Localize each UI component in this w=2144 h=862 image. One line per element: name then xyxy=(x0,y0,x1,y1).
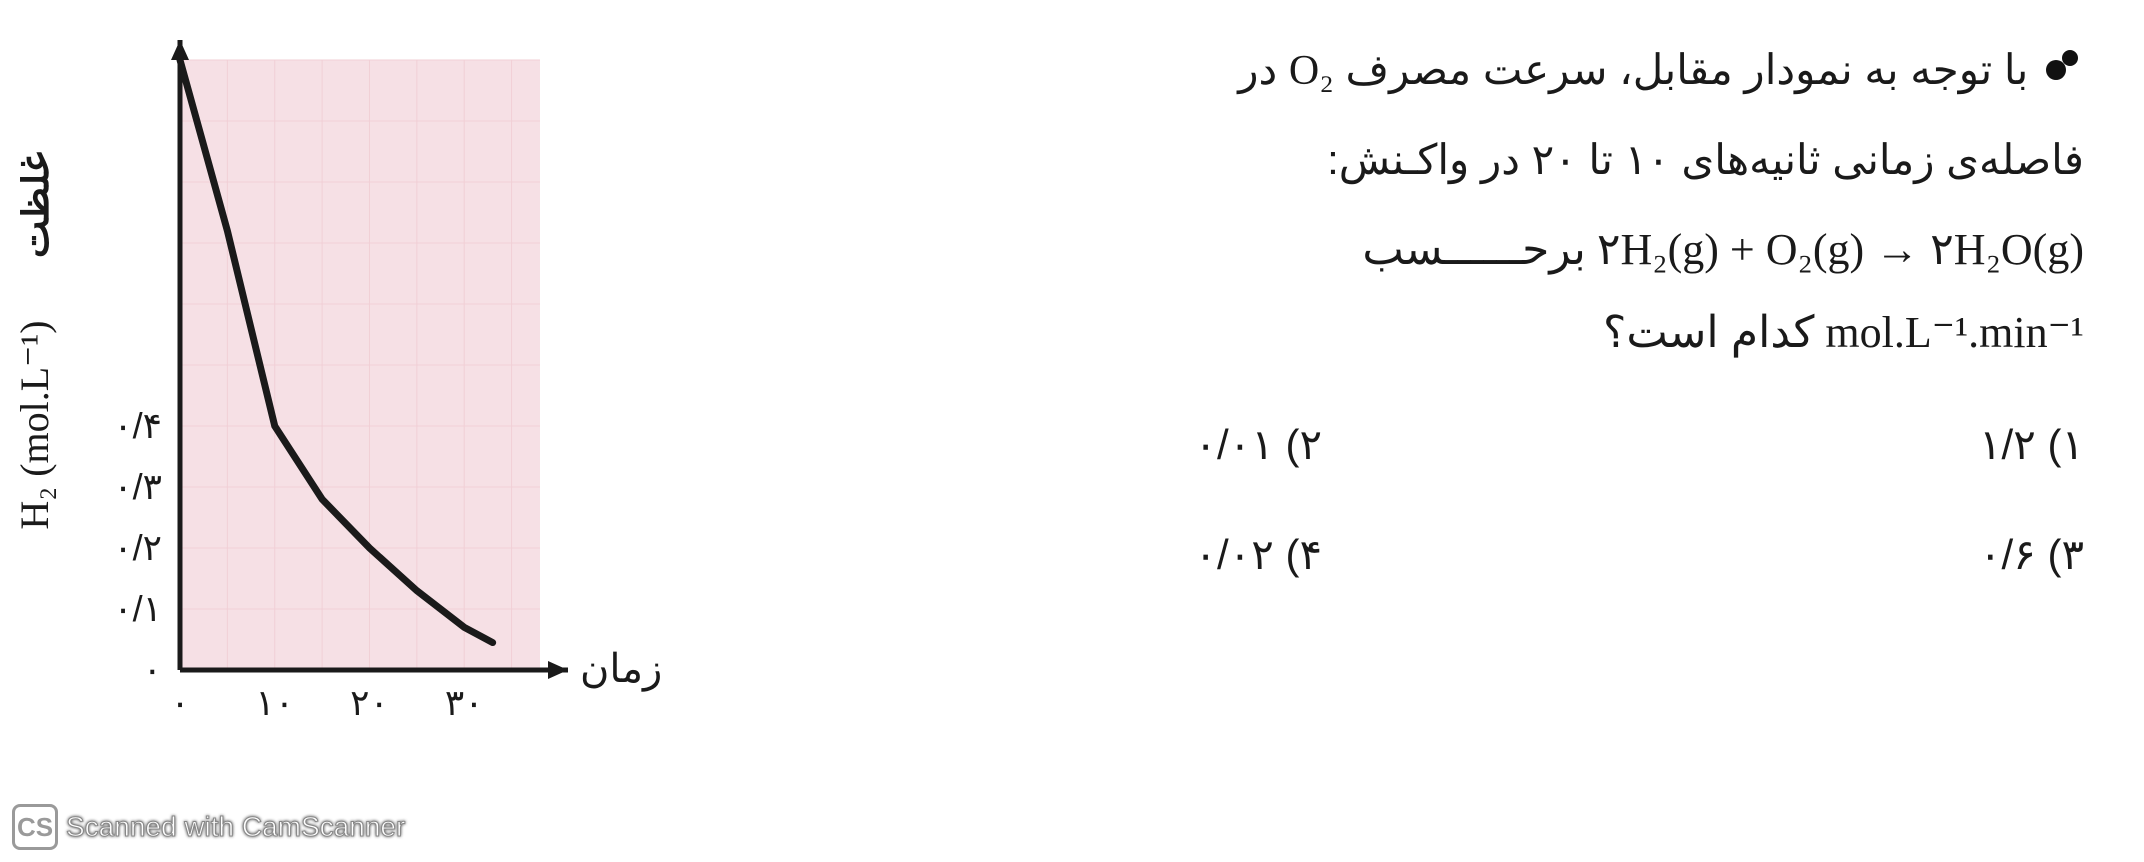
svg-text:غلظت: غلظت xyxy=(20,152,57,258)
eq-tail: برحــــــسب xyxy=(1362,208,1586,292)
question-line-2: فاصله‌ی زمانی ثانیه‌های ۱۰ تا ۲۰ در واکـ… xyxy=(760,120,2084,200)
opt-num: ۴) xyxy=(1285,531,1322,578)
cs-text: Scanned with CamScanner xyxy=(66,811,405,843)
bullet-icon xyxy=(2040,26,2084,106)
chart-region: ۰ ۱۰ ۲۰ ۳۰ ۰ ۰/۱ ۰/۲ ۰/۳ ۰/۴ زمان (s) غلظت H₂ (mol.… xyxy=(20,20,700,842)
equation-line: برحــــــسب ۲H₂(g) + O₂(g) → ۲H₂O(g) xyxy=(760,208,2084,292)
opt-num: ۳) xyxy=(2047,531,2084,578)
opt-val: ۰/۶ xyxy=(1979,515,2036,595)
svg-text:۱۰: ۱۰ xyxy=(255,682,294,723)
svg-text:۲۰: ۲۰ xyxy=(350,682,389,723)
camscanner-watermark: CS Scanned with CamScanner xyxy=(12,804,405,850)
option-3: ۳) ۰/۶ xyxy=(1522,515,2084,595)
concentration-chart: ۰ ۱۰ ۲۰ ۳۰ ۰ ۰/۱ ۰/۲ ۰/۳ ۰/۴ زمان (s) غلظت H₂ (mol.… xyxy=(20,30,660,750)
unit: mol.L⁻¹.min⁻¹ xyxy=(1825,308,2084,357)
svg-text:H₂ (mol.L⁻¹): H₂ (mol.L⁻¹) xyxy=(20,320,57,529)
option-1: ۱) ۱/۲ xyxy=(1522,405,2084,485)
svg-text:۳۰: ۳۰ xyxy=(445,682,484,723)
cs-logo-icon: CS xyxy=(12,804,58,850)
chart: ۰ ۱۰ ۲۰ ۳۰ ۰ ۰/۱ ۰/۲ ۰/۳ ۰/۴ زمان (s) غلظت H₂ (mol.… xyxy=(20,30,660,750)
option-2: ۲) ۰/۰۱ xyxy=(760,405,1322,485)
opt-val: ۰/۰۱ xyxy=(1194,405,1273,485)
q1-part1: با توجه به نمودار مقابل، سرعت مصرف xyxy=(1334,46,2028,93)
equation: ۲H₂(g) + O₂(g) → ۲H₂O(g) xyxy=(1597,225,2084,274)
svg-text:۰/۳: ۰/۳ xyxy=(113,466,162,507)
svg-text:۰: ۰ xyxy=(143,649,162,690)
q1-chem: O₂ xyxy=(1289,32,1334,112)
unit-line: کدام است؟ mol.L⁻¹.min⁻¹ xyxy=(760,291,2084,375)
opt-val: ۰/۰۲ xyxy=(1194,515,1273,595)
svg-text:۰/۲: ۰/۲ xyxy=(113,527,162,568)
svg-text:۰/۴: ۰/۴ xyxy=(113,405,162,446)
question-text: با توجه به نمودار مقابل، سرعت مصرف O₂ در… xyxy=(700,20,2104,842)
options-grid: ۱) ۱/۲ ۲) ۰/۰۱ ۳) ۰/۶ ۴) ۰/۰۲ xyxy=(760,405,2084,595)
opt-num: ۱) xyxy=(2047,421,2084,468)
option-4: ۴) ۰/۰۲ xyxy=(760,515,1322,595)
opt-val: ۱/۲ xyxy=(1979,405,2036,485)
unit-tail: کدام است؟ xyxy=(1603,291,1814,375)
svg-text:۰: ۰ xyxy=(170,682,189,723)
svg-text:زمان (s): زمان (s) xyxy=(580,647,660,692)
q1-tail: در xyxy=(1238,46,1277,93)
svg-text:۰/۱: ۰/۱ xyxy=(113,588,162,629)
opt-num: ۲) xyxy=(1285,421,1322,468)
question-line-1: با توجه به نمودار مقابل، سرعت مصرف O₂ در xyxy=(760,30,2084,112)
